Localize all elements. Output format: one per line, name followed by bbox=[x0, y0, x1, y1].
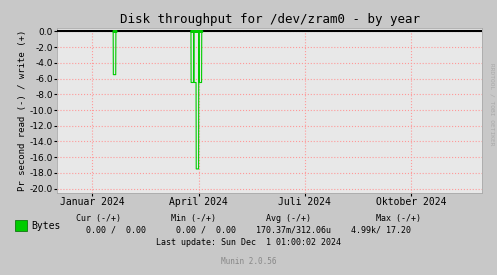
Text: Cur (-/+)          Min (-/+)          Avg (-/+)             Max (-/+): Cur (-/+) Min (-/+) Avg (-/+) Max (-/+) bbox=[76, 214, 421, 223]
Text: Bytes: Bytes bbox=[31, 221, 61, 231]
Text: 0.00 /  0.00      0.00 /  0.00    170.37m/312.06u    4.99k/ 17.20: 0.00 / 0.00 0.00 / 0.00 170.37m/312.06u … bbox=[86, 226, 411, 234]
Title: Disk throughput for /dev/zram0 - by year: Disk throughput for /dev/zram0 - by year bbox=[120, 13, 419, 26]
Text: Munin 2.0.56: Munin 2.0.56 bbox=[221, 257, 276, 266]
Y-axis label: Pr second read (-) / write (+): Pr second read (-) / write (+) bbox=[18, 29, 27, 191]
Text: RRDTOOL / TOBI OETIKER: RRDTOOL / TOBI OETIKER bbox=[490, 63, 495, 146]
Text: Last update: Sun Dec  1 01:00:02 2024: Last update: Sun Dec 1 01:00:02 2024 bbox=[156, 238, 341, 247]
